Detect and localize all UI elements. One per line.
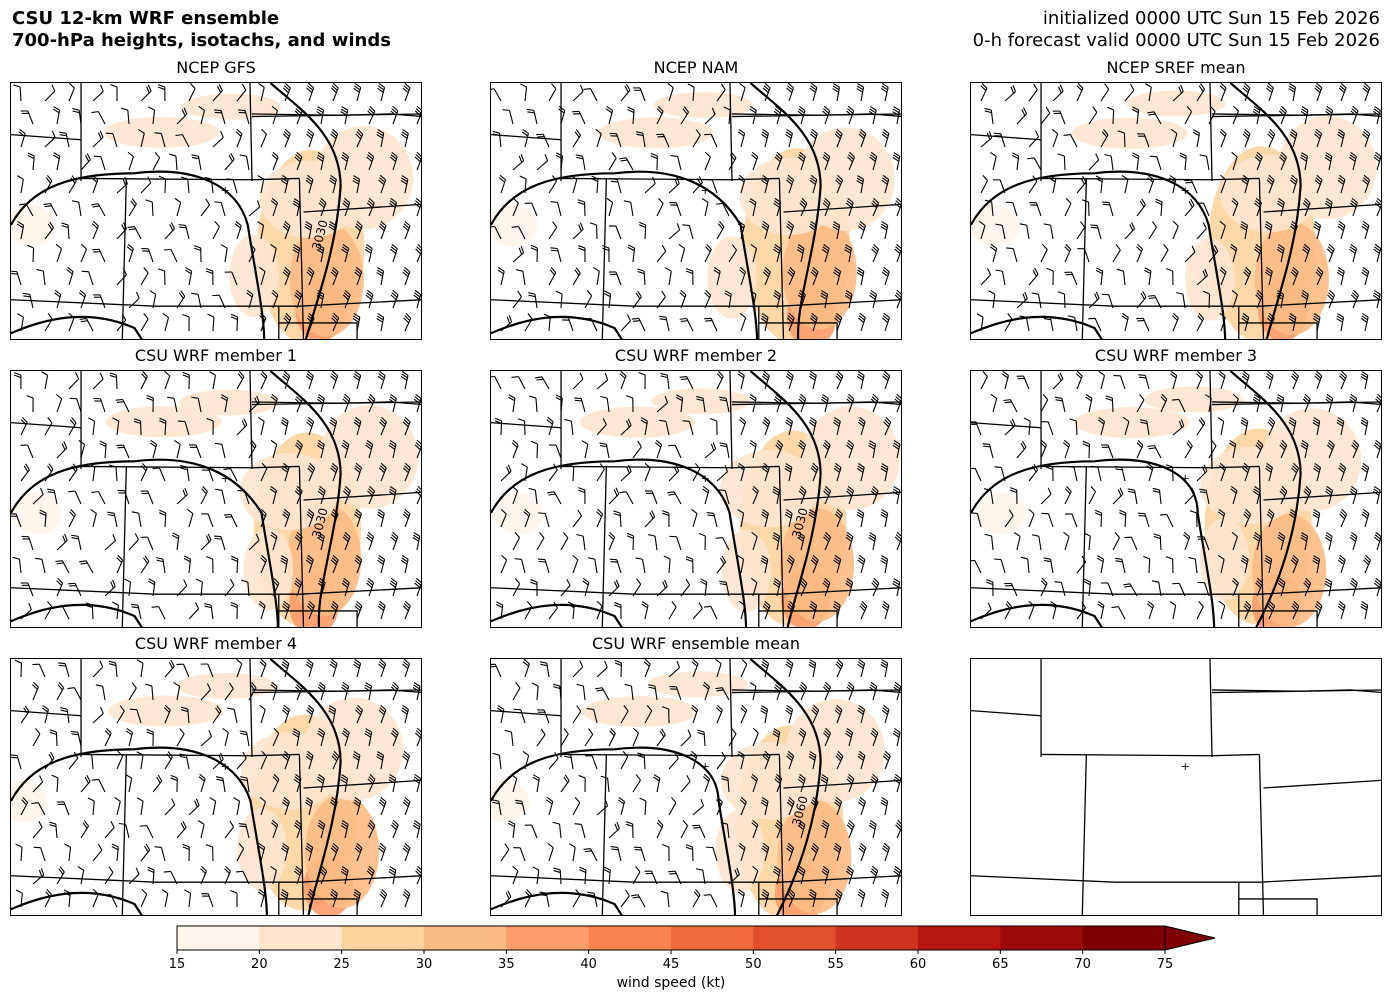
colorbar-tick-label: 70: [1074, 957, 1091, 972]
panel-title: CSU WRF ensemble mean: [591, 634, 800, 653]
map-svg: +: [971, 83, 1381, 339]
colorbar-tick-label: 30: [416, 957, 433, 972]
valid-time: 0-h forecast valid 0000 UTC Sun 15 Feb 2…: [972, 30, 1380, 51]
colorbar-extend-arrow: [1164, 925, 1216, 951]
map-panel-3: NCEP SREF mean +: [970, 58, 1382, 340]
title-line-2: 700-hPa heights, isotachs, and winds: [12, 30, 391, 51]
panel-title: CSU WRF member 3: [1094, 346, 1258, 365]
run-info: initialized 0000 UTC Sun 15 Feb 2026 0-h…: [973, 8, 1380, 52]
colorbar-segment: [341, 926, 425, 950]
map-panel-6: CSU WRF member 3 +: [970, 346, 1382, 628]
title-line-1: CSU 12-km WRF ensemble: [12, 8, 280, 29]
panel-title: CSU WRF member 2: [614, 346, 778, 365]
map-panel-8: CSU WRF ensemble mean +3060: [490, 634, 902, 916]
map-svg: +: [971, 659, 1381, 915]
colorbar-tick-label: 35: [498, 957, 515, 972]
colorbar-tick-label: 25: [333, 957, 350, 972]
panel-title: NCEP NAM: [653, 58, 739, 77]
map-panel-9: +: [970, 658, 1382, 916]
map-panel-4: CSU WRF member 1 +3030: [10, 346, 422, 628]
colorbar-segment: [259, 926, 343, 950]
init-time: initialized 0000 UTC Sun 15 Feb 2026: [1042, 8, 1380, 29]
svg-text:+: +: [1181, 472, 1190, 485]
colorbar-tick-label: 45: [663, 957, 680, 972]
svg-text:+: +: [221, 472, 230, 485]
map-svg: +3060: [491, 659, 901, 915]
panel-title: NCEP SREF mean: [1106, 58, 1246, 77]
colorbar-segment: [588, 926, 672, 950]
map-svg: +: [971, 371, 1381, 627]
map-panel-7: CSU WRF member 4 +: [10, 634, 422, 916]
map-area: +: [970, 658, 1382, 916]
map-area: +3030: [10, 370, 422, 628]
svg-text:+: +: [1181, 760, 1190, 773]
colorbar-tick-label: 55: [827, 957, 844, 972]
map-panel-5: CSU WRF member 2 +3030: [490, 346, 902, 628]
colorbar-segment: [671, 926, 754, 950]
colorbar-segment: [835, 926, 919, 950]
map-svg: +3030: [11, 371, 421, 627]
map-svg: +: [11, 659, 421, 915]
svg-text:+: +: [701, 760, 710, 773]
colorbar-segment: [424, 926, 507, 950]
colorbar-segment: [1000, 926, 1084, 950]
svg-text:+: +: [701, 184, 710, 197]
colorbar-tick-label: 60: [910, 957, 927, 972]
colorbar-segment: [506, 926, 590, 950]
colorbar-segment: [177, 926, 260, 950]
map-area: +3060: [490, 658, 902, 916]
figure-title: CSU 12-km WRF ensemble 700-hPa heights, …: [12, 8, 391, 52]
map-area: +: [10, 658, 422, 916]
map-area: +3030: [10, 82, 422, 340]
map-area: +3030: [490, 370, 902, 628]
map-panel-2: NCEP NAM +: [490, 58, 902, 340]
panel-title: CSU WRF member 1: [134, 346, 298, 365]
panel-title: CSU WRF member 4: [134, 634, 298, 653]
colorbar-segment: [918, 926, 1001, 950]
colorbar-tick-label: 20: [251, 957, 268, 972]
map-svg: +3030: [491, 371, 901, 627]
colorbar-tick-label: 15: [169, 957, 186, 972]
colorbar-segment: [753, 926, 837, 950]
colorbar-tick-label: 65: [992, 957, 1009, 972]
colorbar-segment: [1082, 926, 1166, 950]
map-svg: +3030: [11, 83, 421, 339]
map-panel-1: NCEP GFS +3030: [10, 58, 422, 340]
colorbar-tick-label: 50: [745, 957, 762, 972]
map-area: +: [970, 370, 1382, 628]
map-area: +: [490, 82, 902, 340]
colorbar-tick-label: 40: [580, 957, 597, 972]
map-svg: +: [491, 83, 901, 339]
panel-title: NCEP GFS: [176, 58, 256, 77]
map-area: +: [970, 82, 1382, 340]
colorbar-tick-label: 75: [1157, 957, 1174, 972]
colorbar-label: wind speed (kt): [617, 975, 726, 991]
